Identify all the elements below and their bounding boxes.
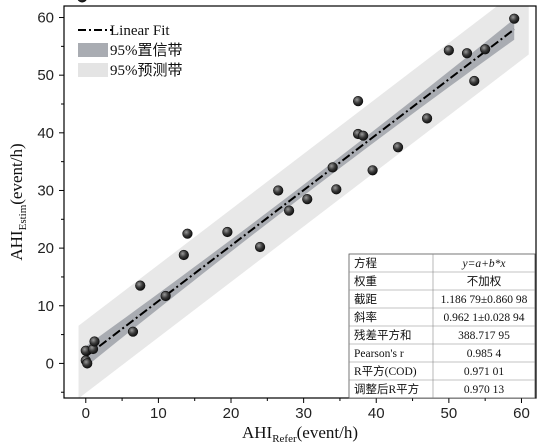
y-tick-label: 20 xyxy=(37,240,54,257)
stats-key: 调整后R平方 xyxy=(354,382,419,396)
data-point xyxy=(469,75,480,87)
linear-fit-line xyxy=(85,28,515,358)
plot-frame xyxy=(63,5,537,399)
y-tick-label: 0 xyxy=(46,355,54,372)
y-axis-label: AHIEstim(event/h) xyxy=(7,143,29,260)
stats-key: R平方(COD) xyxy=(354,364,417,378)
stats-value: 0.985 4 xyxy=(467,348,502,360)
legend-label: 95%置信带 xyxy=(110,42,183,59)
x-tick-label: 30 xyxy=(295,405,312,422)
data-point xyxy=(77,0,87,3)
x-tick-label: 50 xyxy=(441,405,458,422)
y-tick-label: 40 xyxy=(37,125,54,142)
data-point xyxy=(273,185,284,196)
stats-key: 截距 xyxy=(354,292,377,306)
stats-key: 斜率 xyxy=(354,310,377,324)
data-point xyxy=(182,228,193,239)
stats-key: 方程 xyxy=(354,256,377,270)
data-point xyxy=(461,48,473,59)
confidence-band xyxy=(85,18,515,367)
stats-value: y=a+b*x xyxy=(462,258,507,270)
stats-value: 不加权 xyxy=(467,275,502,288)
stats-key: 权重 xyxy=(354,274,377,288)
data-point xyxy=(160,290,171,302)
y-tick-label: 50 xyxy=(37,67,54,84)
data-point xyxy=(127,326,139,337)
x-tick-label: 20 xyxy=(223,405,240,422)
y-tick-label: 60 xyxy=(37,10,54,27)
data-point xyxy=(509,13,520,24)
data-point xyxy=(135,280,146,291)
stats-value: 0.971 01 xyxy=(464,366,505,378)
data-point xyxy=(331,184,342,195)
data-point xyxy=(178,249,189,261)
x-axis-label: AHIRefer(event/h) xyxy=(242,423,358,444)
data-point xyxy=(358,130,369,141)
data-point xyxy=(302,194,313,205)
stats-key: Pearson's r xyxy=(354,348,404,360)
y-tick-label: 30 xyxy=(37,182,54,199)
stats-value: 1.186 79±0.860 98 xyxy=(441,294,528,306)
x-tick-label: 0 xyxy=(82,405,90,422)
data-point xyxy=(327,162,338,173)
y-tick-label: 10 xyxy=(37,298,54,315)
data-point xyxy=(480,44,491,55)
legend-label: 95%预测带 xyxy=(110,62,183,79)
data-point xyxy=(443,45,454,56)
stats-value: 388.717 95 xyxy=(458,330,510,342)
data-point xyxy=(254,241,266,253)
data-point xyxy=(284,205,295,216)
x-tick-label: 40 xyxy=(368,405,385,422)
x-tick-label: 10 xyxy=(150,405,167,422)
data-point xyxy=(89,336,100,347)
data-point xyxy=(352,96,364,107)
x-tick-label: 60 xyxy=(513,405,530,422)
legend-label: Linear Fit xyxy=(110,23,170,39)
data-point xyxy=(222,226,233,238)
legend-confidence-swatch xyxy=(78,43,108,57)
data-point xyxy=(392,142,404,153)
data-point xyxy=(421,113,433,124)
stats-value: 0.970 13 xyxy=(464,384,505,396)
data-point xyxy=(367,165,378,176)
stats-key: 残差平方和 xyxy=(354,328,412,342)
legend-prediction-swatch xyxy=(78,63,108,77)
data-point xyxy=(82,358,93,369)
stats-value: 0.962 1±0.028 94 xyxy=(443,312,524,324)
